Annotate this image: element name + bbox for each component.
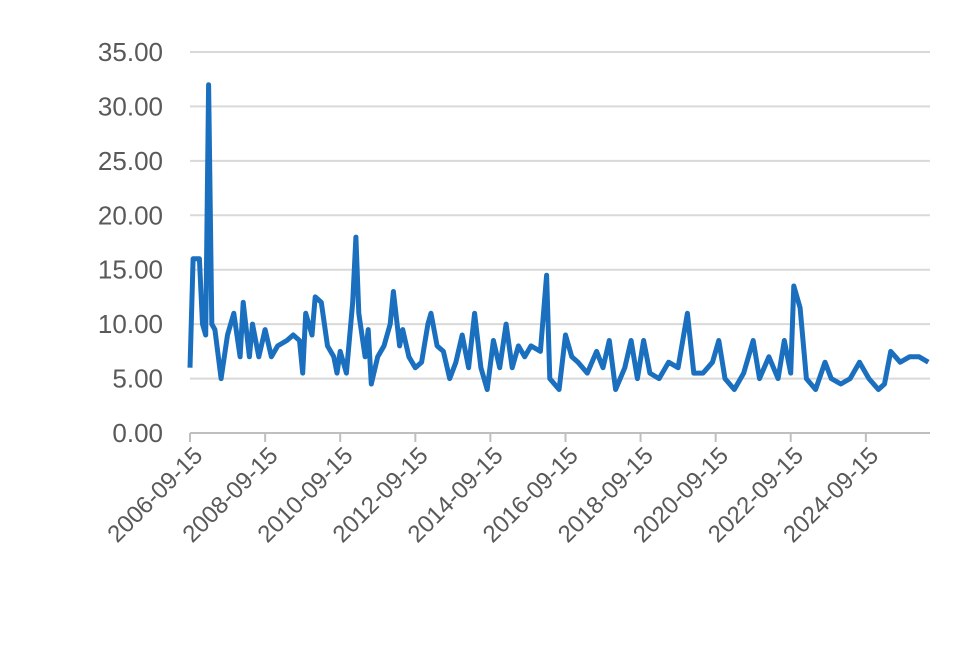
y-tick-label: 30.00: [98, 91, 163, 121]
y-tick-label: 35.00: [98, 37, 163, 67]
y-tick-label: 0.00: [112, 418, 163, 448]
y-tick-label: 15.00: [98, 255, 163, 285]
data-line: [187, 82, 930, 392]
y-tick-label: 25.00: [98, 146, 163, 176]
y-tick-label: 10.00: [98, 309, 163, 339]
y-tick-label: 5.00: [112, 364, 163, 394]
y-tick-label: 20.00: [98, 200, 163, 230]
